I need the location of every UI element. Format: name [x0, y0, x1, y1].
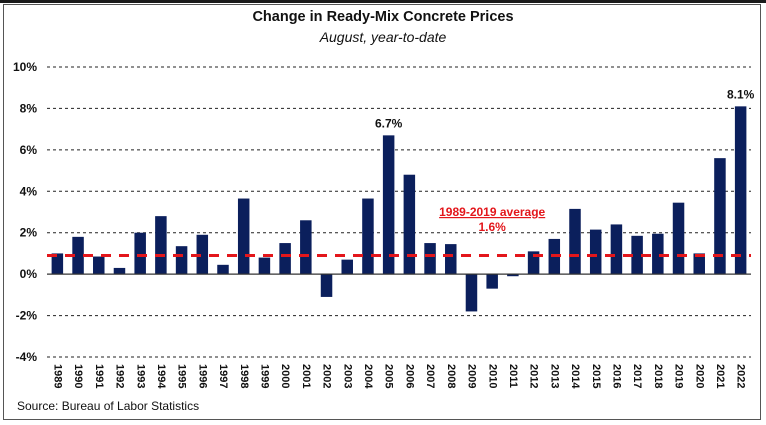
y-tick-label: -2% — [16, 309, 38, 323]
bar-2011 — [507, 274, 519, 277]
x-tick-label: 1994 — [155, 364, 167, 389]
chart-frame — [3, 4, 761, 420]
data-label-2005: 6.7% — [375, 116, 403, 130]
x-tick-label: 1998 — [238, 364, 250, 388]
x-tick-label: 2016 — [611, 364, 623, 388]
x-tick-label: 2017 — [631, 364, 643, 388]
bar-2022 — [734, 106, 747, 275]
x-axis-ticks: 1989 1990 1991 1992 1993 1994 1995 1996 1997 1998… — [51, 364, 746, 389]
y-tick-label: 2% — [20, 226, 38, 240]
bar-1993 — [134, 232, 146, 275]
y-tick-label: 0% — [20, 267, 38, 281]
bar-2015 — [589, 229, 602, 275]
x-tick-label: 2002 — [321, 364, 333, 388]
average-label-title: 1989-2019 average — [439, 205, 545, 219]
y-axis-ticks: -4% -2% 0% 2% 4% 6% 8% 10% — [13, 60, 37, 364]
bar-1990 — [72, 236, 84, 275]
x-tick-label: 2003 — [341, 364, 353, 388]
chart-subtitle: August, year-to-date — [319, 29, 447, 45]
bar-2002 — [320, 274, 333, 297]
bar-2014 — [569, 208, 581, 275]
bar-2008 — [445, 244, 457, 275]
x-tick-label: 2022 — [735, 364, 747, 388]
x-tick-label: 2010 — [486, 364, 498, 388]
bar-2000 — [279, 243, 291, 275]
bar-2018 — [652, 233, 664, 275]
x-tick-label: 1997 — [217, 364, 229, 388]
x-tick-label: 2020 — [693, 364, 705, 388]
x-tick-label: 2011 — [507, 364, 519, 388]
chart-title: Change in Ready-Mix Concrete Prices — [252, 9, 514, 25]
y-tick-label: 4% — [20, 184, 38, 198]
bar-2004 — [362, 198, 374, 275]
bar-1998 — [237, 198, 250, 275]
gridlines — [47, 66, 751, 358]
bar-2007 — [424, 243, 436, 275]
bar-1997 — [217, 264, 229, 275]
bar-2006 — [403, 174, 416, 275]
x-tick-label: 2014 — [569, 364, 581, 389]
source-note: Source: Bureau of Labor Statistics — [17, 399, 200, 413]
x-tick-label: 1999 — [259, 364, 271, 388]
bar-1995 — [175, 246, 188, 275]
bar-2017 — [631, 235, 643, 275]
top-border — [0, 0, 766, 3]
bar-2016 — [610, 224, 623, 275]
x-tick-label: 2004 — [362, 364, 374, 389]
x-tick-label: 1993 — [134, 364, 146, 388]
x-tick-label: 1990 — [72, 364, 84, 388]
bar-2003 — [341, 259, 353, 275]
x-tick-label: 2012 — [528, 364, 540, 388]
bar-1999 — [258, 257, 271, 275]
bar-2005 — [382, 135, 395, 275]
bar-1992 — [113, 267, 126, 275]
bar-1994 — [155, 216, 167, 275]
bar-2001 — [300, 220, 312, 275]
bars — [51, 106, 747, 312]
x-tick-label: 2005 — [383, 364, 395, 388]
x-tick-label: 2019 — [673, 364, 685, 388]
x-tick-label: 1989 — [51, 364, 63, 388]
bar-2019 — [672, 202, 685, 275]
y-tick-label: 10% — [13, 60, 37, 74]
x-tick-label: 2001 — [300, 364, 312, 388]
x-tick-label: 2018 — [652, 364, 664, 388]
x-tick-label: 1992 — [114, 364, 126, 388]
y-tick-label: 8% — [20, 101, 38, 115]
bar-1989 — [51, 253, 64, 275]
bar-1991 — [93, 256, 105, 275]
x-tick-label: 1991 — [93, 364, 105, 388]
y-tick-label: 6% — [20, 143, 38, 157]
x-tick-label: 2009 — [466, 364, 478, 388]
x-tick-label: 2021 — [714, 364, 726, 388]
x-tick-label: 1996 — [196, 364, 208, 388]
average-label-value: 1.6% — [478, 220, 506, 234]
x-tick-label: 2006 — [403, 364, 415, 388]
x-tick-label: 1995 — [176, 364, 188, 388]
x-tick-label: 2007 — [424, 364, 436, 388]
bar-1996 — [196, 234, 209, 275]
x-tick-label: 2015 — [590, 364, 602, 388]
x-tick-label: 2000 — [279, 364, 291, 388]
bar-2012 — [527, 251, 540, 275]
bar-2009 — [465, 274, 478, 312]
data-labels: 6.7% 8.1% — [375, 87, 755, 130]
x-tick-label: 2013 — [548, 364, 560, 388]
bar-2020 — [693, 253, 705, 275]
y-tick-label: -4% — [16, 350, 38, 364]
bar-2021 — [714, 158, 726, 275]
data-label-2022: 8.1% — [727, 87, 755, 101]
x-tick-label: 2008 — [445, 364, 457, 388]
bar-2010 — [486, 274, 498, 289]
